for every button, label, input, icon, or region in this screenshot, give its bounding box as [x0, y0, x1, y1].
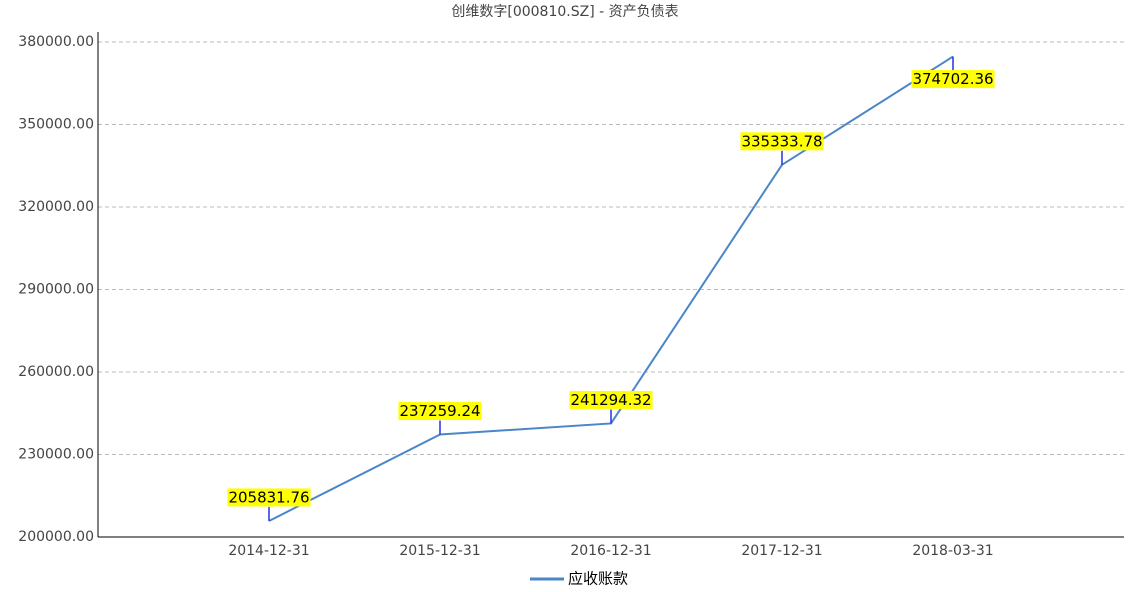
data-label-group: 374702.36: [911, 70, 995, 89]
x-tick-label: 2018-03-31: [912, 543, 993, 559]
data-label-group: 335333.78: [740, 132, 824, 151]
data-label-bg: [740, 132, 824, 151]
chart-title: 创维数字[000810.SZ] - 资产负债表: [451, 4, 678, 20]
data-label: 237259.24: [399, 402, 480, 420]
data-label-bg: [911, 70, 995, 89]
y-tick-label: 290000.00: [18, 282, 94, 298]
data-label-bg: [569, 390, 653, 409]
legend-label: 应收账款: [568, 570, 628, 588]
x-tick-label: 2016-12-31: [570, 543, 651, 559]
y-tick-label: 260000.00: [18, 364, 94, 380]
data-label-group: 205831.76: [227, 488, 311, 507]
y-tick-label: 350000.00: [18, 117, 94, 133]
y-tick-label: 320000.00: [18, 199, 94, 215]
y-tick-label: 380000.00: [18, 34, 94, 50]
data-label-bg: [227, 488, 311, 507]
x-tick-label: 2015-12-31: [399, 543, 480, 559]
data-label: 374702.36: [912, 70, 993, 88]
data-label: 241294.32: [570, 391, 651, 409]
x-tick-label: 2017-12-31: [741, 543, 822, 559]
y-tick-label: 230000.00: [18, 447, 94, 463]
data-label: 335333.78: [741, 132, 822, 150]
data-label-group: 237259.24: [398, 402, 482, 421]
x-tick-label: 2014-12-31: [228, 543, 309, 559]
data-label-group: 241294.32: [569, 390, 653, 409]
line: [268, 55, 954, 522]
data-label-bg: [398, 402, 482, 421]
y-tick-label: 200000.00: [18, 529, 94, 545]
data-label: 205831.76: [228, 488, 309, 506]
